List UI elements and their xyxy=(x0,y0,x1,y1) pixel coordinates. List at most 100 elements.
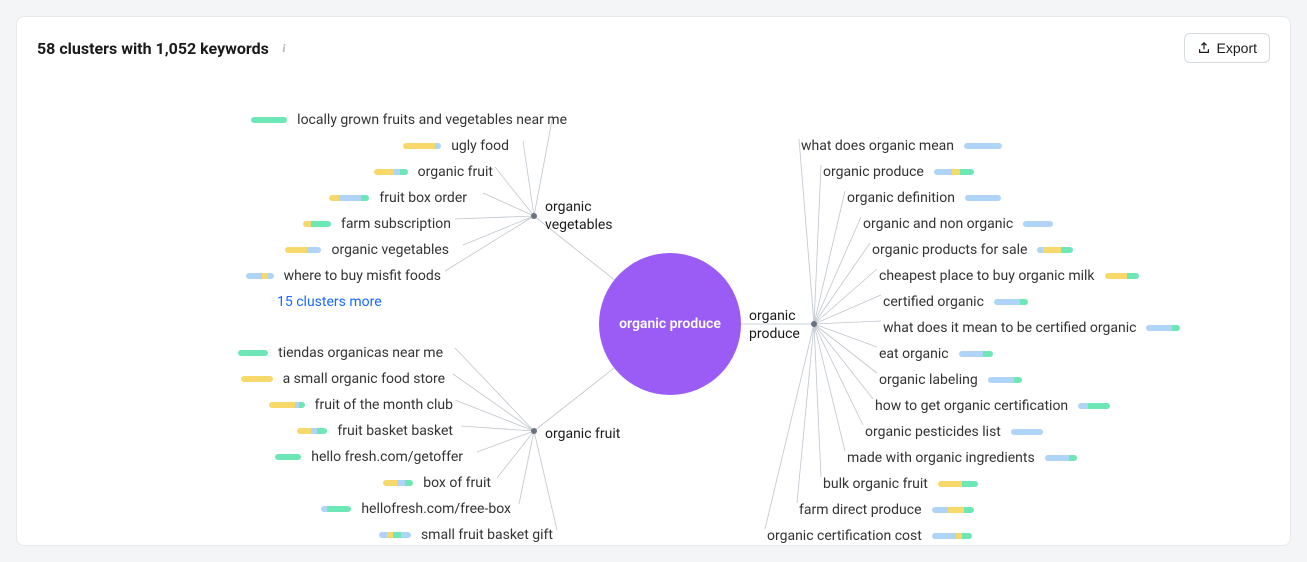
difficulty-bar xyxy=(275,454,301,460)
difficulty-bar xyxy=(251,117,287,123)
difficulty-bar xyxy=(1146,325,1180,331)
cluster-card: 58 clusters with 1,052 keywords i Export… xyxy=(16,16,1291,546)
keyword-item[interactable]: organic definition xyxy=(847,190,1001,206)
keyword-item[interactable]: box of fruit xyxy=(383,475,491,491)
keyword-text: organic vegetables xyxy=(331,242,449,258)
keyword-item[interactable]: a small organic food store xyxy=(241,371,445,387)
keyword-text: organic labeling xyxy=(879,372,978,388)
difficulty-bar xyxy=(965,195,1001,201)
keyword-text: a small organic food store xyxy=(283,371,445,387)
keyword-text: hellofresh.com/free-box xyxy=(361,501,511,517)
keyword-text: organic pesticides list xyxy=(865,424,1001,440)
difficulty-bar xyxy=(932,507,974,513)
keyword-item[interactable]: fruit basket basket xyxy=(297,423,453,439)
keyword-text: organic fruit xyxy=(418,164,493,180)
keyword-text: organic and non organic xyxy=(863,216,1013,232)
difficulty-bar xyxy=(1011,429,1043,435)
keyword-item[interactable]: hello fresh.com/getoffer xyxy=(275,449,463,465)
difficulty-bar xyxy=(932,533,972,539)
keyword-text: locally grown fruits and vegetables near… xyxy=(297,112,567,128)
keyword-text: ugly food xyxy=(451,138,509,154)
keyword-item[interactable]: hellofresh.com/free-box xyxy=(321,501,511,517)
cluster-node-fruit[interactable] xyxy=(531,428,537,434)
keyword-item[interactable]: organic fruit xyxy=(374,164,493,180)
difficulty-bar xyxy=(934,169,974,175)
difficulty-bar xyxy=(938,481,978,487)
keyword-text: how to get organic certification xyxy=(875,398,1068,414)
difficulty-bar xyxy=(238,350,268,356)
keyword-item[interactable]: fruit of the month club xyxy=(269,397,453,413)
keyword-text: cheapest place to buy organic milk xyxy=(879,268,1095,284)
card-header: 58 clusters with 1,052 keywords i Export xyxy=(17,17,1290,63)
mindmap-canvas: organic produce organic vegetables locally… xyxy=(17,67,1290,545)
keyword-item[interactable]: where to buy misfit foods xyxy=(246,268,441,284)
keyword-item[interactable]: farm subscription xyxy=(303,216,451,232)
keyword-text: where to buy misfit foods xyxy=(284,268,441,284)
center-node[interactable]: organic produce xyxy=(599,253,741,395)
difficulty-bar xyxy=(285,247,321,253)
keyword-text: farm subscription xyxy=(341,216,451,232)
keyword-item[interactable]: organic vegetables xyxy=(285,242,449,258)
keyword-item[interactable]: organic labeling xyxy=(879,372,1022,388)
keyword-text: organic certification cost xyxy=(767,528,922,544)
keyword-text: hello fresh.com/getoffer xyxy=(311,449,463,465)
cluster-label-veg[interactable]: organic vegetables xyxy=(545,198,613,234)
difficulty-bar xyxy=(374,169,408,175)
keyword-text: fruit of the month club xyxy=(315,397,453,413)
title-text: 58 clusters with 1,052 keywords xyxy=(37,39,269,58)
difficulty-bar xyxy=(383,480,413,486)
keyword-item[interactable]: organic products for sale xyxy=(872,242,1073,258)
keyword-item[interactable]: eat organic xyxy=(879,346,993,362)
difficulty-bar xyxy=(964,143,1002,149)
keyword-item[interactable]: locally grown fruits and vegetables near… xyxy=(251,112,567,128)
keyword-text: organic definition xyxy=(847,190,955,206)
keyword-text: eat organic xyxy=(879,346,949,362)
keyword-item[interactable]: bulk organic fruit xyxy=(823,476,978,492)
keyword-item[interactable]: fruit box order xyxy=(329,190,467,206)
keyword-text: certified organic xyxy=(883,294,984,310)
difficulty-bar xyxy=(303,221,331,227)
keyword-text: box of fruit xyxy=(423,475,491,491)
difficulty-bar xyxy=(1078,403,1110,409)
cluster-node-veg[interactable] xyxy=(531,213,537,219)
cluster-node-produce[interactable] xyxy=(811,321,817,327)
keyword-item[interactable]: organic produce xyxy=(823,164,974,180)
keyword-item[interactable]: organic and non organic xyxy=(863,216,1053,232)
keyword-item[interactable]: ugly food xyxy=(403,138,509,154)
keyword-item[interactable]: what does it mean to be certified organi… xyxy=(883,320,1180,336)
difficulty-bar xyxy=(241,376,273,382)
keyword-item[interactable]: certified organic xyxy=(883,294,1028,310)
keyword-item[interactable]: small fruit basket gift xyxy=(379,527,553,543)
difficulty-bar xyxy=(988,377,1022,383)
difficulty-bar xyxy=(1105,273,1139,279)
keyword-text: small fruit basket gift xyxy=(421,527,553,543)
difficulty-bar xyxy=(403,143,441,149)
page-title: 58 clusters with 1,052 keywords i xyxy=(37,39,291,58)
difficulty-bar xyxy=(297,428,327,434)
keyword-text: bulk organic fruit xyxy=(823,476,928,492)
keyword-item[interactable]: organic pesticides list xyxy=(865,424,1043,440)
keyword-text: fruit box order xyxy=(379,190,467,206)
keyword-item[interactable]: farm direct produce xyxy=(799,502,974,518)
keyword-item[interactable]: what does organic mean xyxy=(801,138,1002,154)
keyword-item[interactable]: tiendas organicas near me xyxy=(238,345,443,361)
export-button[interactable]: Export xyxy=(1184,33,1270,63)
difficulty-bar xyxy=(321,506,351,512)
keyword-item[interactable]: made with organic ingredients xyxy=(847,450,1077,466)
keyword-text: tiendas organicas near me xyxy=(278,345,443,361)
difficulty-bar xyxy=(1045,455,1077,461)
difficulty-bar xyxy=(994,299,1028,305)
cluster-label-produce[interactable]: organic produce xyxy=(749,307,800,343)
keyword-item[interactable]: cheapest place to buy organic milk xyxy=(879,268,1139,284)
difficulty-bar xyxy=(246,273,274,279)
keyword-text: organic produce xyxy=(823,164,924,180)
cluster-label-fruit[interactable]: organic fruit xyxy=(545,425,620,443)
export-label: Export xyxy=(1217,40,1257,56)
difficulty-bar xyxy=(379,532,411,538)
keyword-item[interactable]: how to get organic certification xyxy=(875,398,1110,414)
more-clusters-link[interactable]: 15 clusters more xyxy=(277,294,382,310)
keyword-text: what does organic mean xyxy=(801,138,954,154)
info-icon[interactable]: i xyxy=(277,41,291,55)
difficulty-bar xyxy=(1037,247,1073,253)
keyword-item[interactable]: organic certification cost xyxy=(767,528,972,544)
